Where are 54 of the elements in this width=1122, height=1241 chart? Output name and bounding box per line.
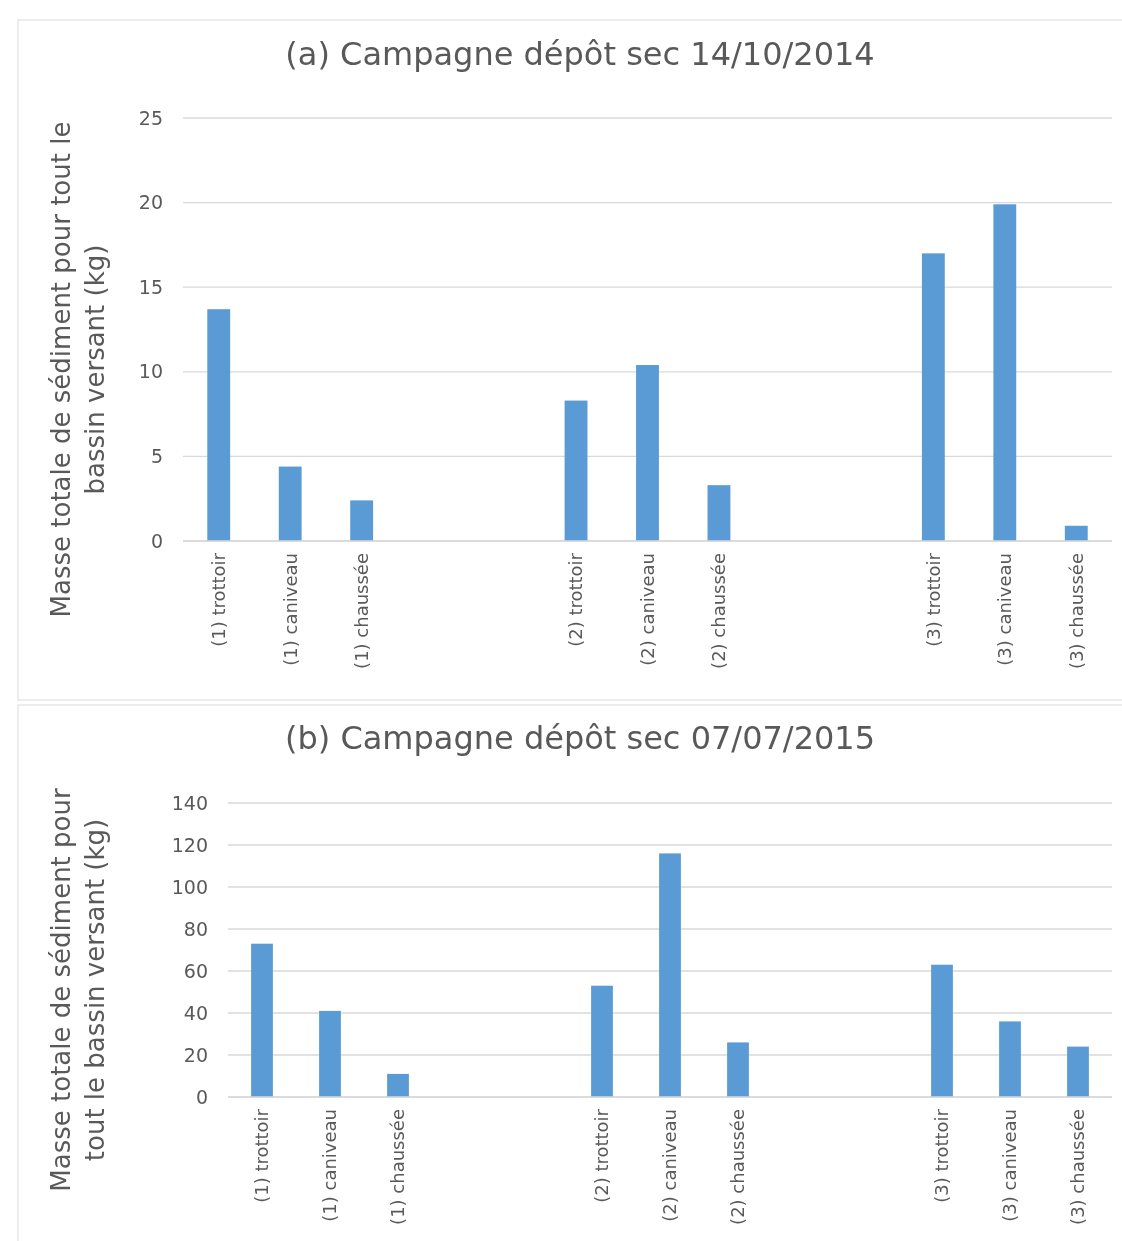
y-tick-label: 0 bbox=[150, 529, 163, 552]
y-tick-label: 140 bbox=[171, 791, 208, 814]
bar bbox=[993, 204, 1017, 541]
bar bbox=[999, 1021, 1021, 1097]
bar bbox=[707, 485, 731, 541]
x-tick-label: (1) caniveau bbox=[319, 1109, 341, 1222]
bar bbox=[251, 943, 273, 1097]
x-tick-label: (2) trottoir bbox=[565, 552, 587, 647]
bar bbox=[278, 466, 302, 541]
bar bbox=[1067, 1046, 1089, 1097]
y-tick-label: 40 bbox=[183, 1001, 208, 1024]
y-tick-label: 5 bbox=[150, 445, 163, 468]
y-tick-label: 100 bbox=[171, 875, 208, 898]
bar bbox=[207, 309, 231, 541]
x-tick-label: (3) chaussée bbox=[1065, 553, 1087, 669]
chart-title: (a) Campagne dépôt sec 14/10/2014 bbox=[285, 35, 875, 73]
x-tick-label: (2) trottoir bbox=[591, 1108, 613, 1203]
y-tick-label: 120 bbox=[171, 833, 208, 856]
x-tick-label: (1) chaussée bbox=[350, 553, 372, 669]
x-tick-label: (3) trottoir bbox=[931, 1108, 953, 1203]
x-tick-label: (2) chaussée bbox=[727, 1109, 749, 1225]
bar bbox=[931, 964, 953, 1097]
x-tick-label: (1) trottoir bbox=[251, 1108, 273, 1203]
x-tick-label: (3) trottoir bbox=[922, 552, 944, 647]
x-tick-label: (3) caniveau bbox=[999, 1109, 1021, 1222]
bar bbox=[921, 253, 945, 541]
bar bbox=[319, 1010, 341, 1097]
x-tick-label: (1) caniveau bbox=[279, 553, 301, 666]
chart-title: (b) Campagne dépôt sec 07/07/2015 bbox=[284, 719, 876, 757]
x-tick-label: (2) chaussée bbox=[708, 553, 730, 669]
x-tick-label: (1) trottoir bbox=[208, 552, 230, 647]
bar bbox=[350, 500, 374, 541]
y-tick-label: 20 bbox=[138, 191, 163, 214]
x-tick-label: (2) caniveau bbox=[636, 553, 658, 666]
y-tick-label: 80 bbox=[183, 917, 208, 940]
y-tick-label: 10 bbox=[138, 360, 163, 383]
bar bbox=[659, 853, 681, 1097]
bar bbox=[564, 400, 588, 541]
y-axis-title: Masse totale de sédiment pour tout le bassin versant (kg) bbox=[46, 121, 110, 618]
x-tick-label: (3) chaussée bbox=[1067, 1109, 1089, 1225]
y-tick-label: 15 bbox=[138, 275, 163, 298]
x-tick-label: (2) caniveau bbox=[659, 1109, 681, 1222]
y-tick-label: 60 bbox=[183, 959, 208, 982]
y-axis-title: Masse totale de sédiment pour tout le bassin versant (kg) bbox=[46, 788, 110, 1192]
y-tick-label: 20 bbox=[183, 1043, 208, 1066]
bar bbox=[387, 1073, 409, 1097]
y-tick-label: 0 bbox=[195, 1085, 208, 1108]
bar bbox=[591, 985, 613, 1097]
bar bbox=[727, 1042, 749, 1097]
x-tick-label: (3) caniveau bbox=[994, 553, 1016, 666]
bar bbox=[1064, 525, 1088, 541]
bar bbox=[636, 365, 659, 541]
x-tick-label: (1) chaussée bbox=[387, 1109, 409, 1225]
y-tick-label: 25 bbox=[138, 106, 163, 129]
